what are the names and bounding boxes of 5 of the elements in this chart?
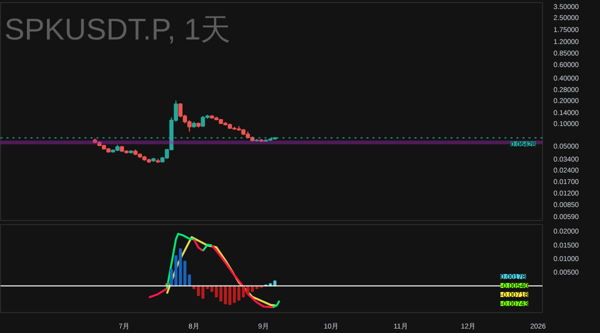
candlestick [187,120,192,132]
chart-title: SPKUSDT.P, 1天 [4,14,231,46]
line-series [166,236,278,307]
line-series [166,232,195,290]
line-series [210,244,274,308]
